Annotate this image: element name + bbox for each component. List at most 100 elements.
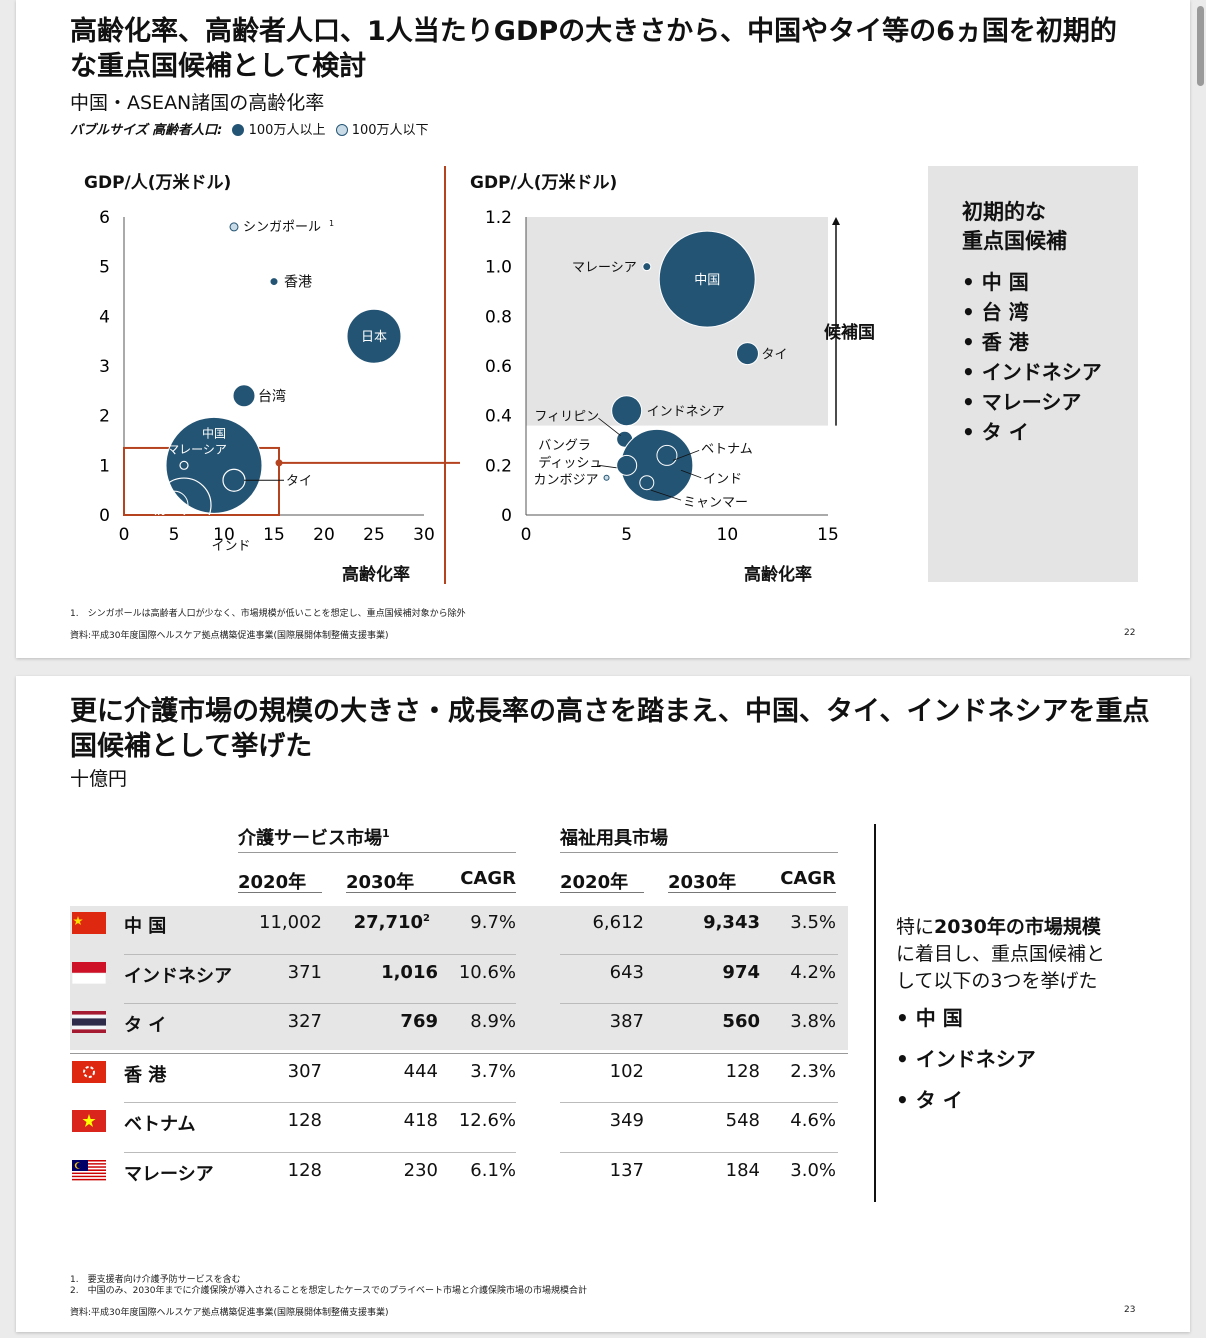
right-chart-ylabel: GDP/人(万米ドル) [470, 173, 618, 193]
left-y-tick-label: 3 [99, 357, 110, 377]
table-cell: 9.7% [470, 912, 516, 933]
bubble-シンガポール [229, 222, 239, 232]
row-divider [124, 953, 516, 955]
table-cell: 643 [609, 961, 644, 983]
legend-large-text: 100万人以上 [248, 123, 326, 138]
right-y-tick-label: 0.6 [485, 357, 512, 377]
group1-rule [238, 852, 516, 853]
bubble-legend: バブルサイズ 高齢者人口: 100万人以上 100万人以下 [70, 119, 429, 138]
bubble-label: マレーシア [572, 261, 637, 276]
left-y-tick-label: 4 [99, 307, 110, 327]
left-x-tick-label: 25 [363, 525, 385, 545]
bubble-label: 台湾 [258, 388, 286, 405]
row-divider [124, 1102, 516, 1103]
table-cell: 3.8% [790, 1011, 836, 1032]
table-cell: 974 [722, 961, 760, 983]
side-note-bold: 2030年の市場規模 [934, 916, 1101, 938]
table-cell: 307 [287, 1060, 322, 1082]
column-header: 2030年 [668, 872, 737, 893]
chart-divider [444, 166, 446, 584]
column-header: 2020年 [560, 872, 629, 893]
table-cell: 137 [609, 1159, 644, 1181]
list-item: • マレーシア [962, 390, 1082, 414]
table-cell: 327 [287, 1011, 322, 1032]
table-cell: 128 [287, 1110, 322, 1131]
legend-large-dot-icon [232, 124, 245, 136]
list-item: • インドネシア [896, 1047, 1036, 1071]
list-item: • 台 湾 [962, 300, 1029, 324]
country-name: 香 港 [124, 1064, 167, 1086]
bubble-ベトナム [656, 444, 678, 466]
table-cell: 6.1% [470, 1159, 516, 1181]
side-note: 特に2030年の市場規模 に着目し、重点国候補と して以下の3つを挙げた [896, 914, 1105, 995]
label-leader [680, 469, 702, 479]
right-y-tick-label: 0.8 [485, 307, 512, 327]
row-divider [124, 1003, 516, 1004]
country-name: タ イ [124, 1015, 167, 1036]
table-cell: 3.5% [790, 912, 836, 933]
list-item: • 中 国 [962, 270, 1029, 294]
table-cell: 4.6% [790, 1110, 836, 1131]
side-note-line2: に着目し、重点国候補と [896, 943, 1106, 965]
bubble-中国 [165, 416, 263, 514]
left-y-tick-label: 2 [99, 407, 110, 427]
side-note-pre: 特に [896, 916, 935, 938]
label-leader [598, 464, 617, 469]
table-cell: 6,612 [592, 912, 644, 933]
bubble-label: マレーシア [167, 442, 227, 456]
bubble-label: インドネシア [647, 405, 725, 420]
panel-title: 初期的な 重点国候補 [962, 198, 1067, 256]
column-header-rule [346, 892, 438, 893]
label-leader [598, 417, 621, 436]
bubble-ミャンマー [639, 475, 655, 491]
scrollbar[interactable] [1197, 6, 1204, 86]
left-y-tick-label: 5 [99, 258, 110, 278]
table-row: マレーシア 128 230 6.1% 137 184 3.0% [16, 1156, 836, 1185]
left-x-tick-label: 10 [213, 525, 235, 545]
bubble-ring [154, 508, 164, 515]
table-cell: 12.6% [458, 1110, 516, 1131]
table-cell: 387 [609, 1011, 644, 1032]
row-divider [560, 1102, 838, 1103]
bubble-タイ [735, 342, 759, 366]
slide1-source: 資料:平成30年度国際ヘルスケア拠点構築促進事業(国際展開体制整備支援事業) [70, 631, 389, 641]
table-cell: 9,343 [703, 912, 760, 933]
list-item: • 中 国 [896, 1006, 963, 1030]
column-header: 2020年 [238, 872, 307, 893]
table-cell: 769 [400, 1011, 438, 1032]
row-divider [124, 1151, 516, 1153]
left-bubble-chart: 0 1 2 3 4 5 6 0 5 10 15 20 25 30 シンガポール 1 香港日本台湾中国マレーシア… [99, 208, 460, 554]
right-x-tick-label: 5 [621, 525, 632, 545]
slide1-subtitle: 中国・ASEAN諸国の高齢化率 [70, 92, 325, 114]
bubble-label: ミャンマー [683, 496, 748, 511]
label-leader [650, 489, 682, 501]
bubble-インド [156, 477, 212, 515]
legend-label: バブルサイズ 高齢者人口: [70, 123, 223, 138]
group2-header: 福祉用具市場 [560, 828, 668, 849]
right-y-tick-label: 0 [501, 506, 512, 526]
bubble-label: シンガポール [243, 220, 321, 235]
bubble-インドネシア [611, 395, 643, 427]
initial-candidate-panel: 初期的な 重点国候補 • 中 国 • 台 湾 • 香 港 • インドネシア • … [928, 166, 1138, 582]
id-flag-icon [72, 961, 106, 984]
list-item: • 香 港 [962, 330, 1029, 354]
table-cell: 128 [287, 1159, 322, 1181]
left-y-tick-label: 1 [99, 456, 110, 476]
legend-small-text: 100万人以下 [351, 123, 429, 138]
left-x-tick-label: 20 [313, 525, 335, 545]
legend-small-dot-icon [335, 124, 348, 136]
right-y-tick-label: 0.2 [485, 456, 512, 476]
table-cell: 418 [403, 1110, 438, 1131]
left-y-tick-label: 6 [99, 208, 110, 228]
column-header-rule [428, 892, 516, 893]
country-name: 中 国 [124, 916, 167, 937]
side-note-line3: して以下の3つを挙げた [896, 970, 1098, 992]
table-cell: 548 [725, 1110, 760, 1131]
bubble-label: インド [703, 472, 742, 487]
slide2-source: 資料:平成30年度国際ヘルスケア拠点構築促進事業(国際展開体制整備支援事業) [70, 1308, 389, 1318]
slide2-page-number: 23 [1124, 1305, 1136, 1315]
table-cell: 11,002 [259, 912, 322, 933]
bubble-label: 日本 [361, 330, 387, 345]
bubble-日本 [346, 308, 402, 364]
table-cell: 560 [722, 1011, 760, 1032]
